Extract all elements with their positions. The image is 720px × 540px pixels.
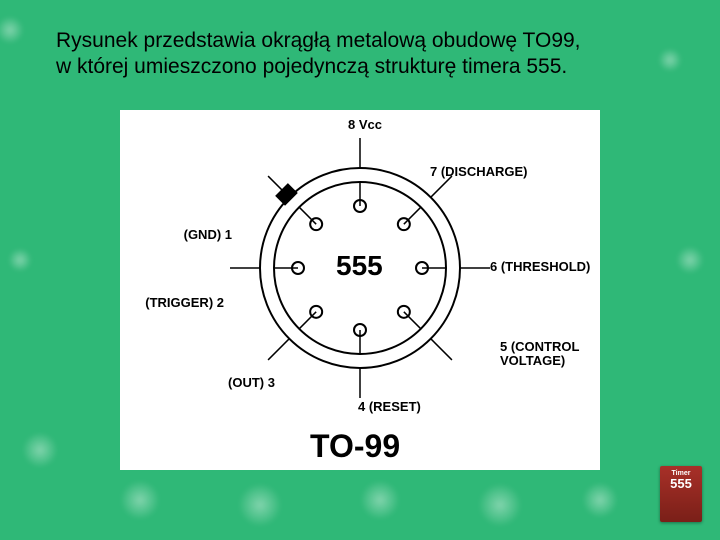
- pin-label-2: (TRIGGER) 2: [124, 296, 224, 310]
- bg-dot: [8, 248, 32, 272]
- bg-dot: [478, 483, 522, 527]
- caption-line1: Rysunek przedstawia okrągłą metalową obu…: [56, 29, 581, 52]
- package-name: TO-99: [310, 428, 400, 465]
- to99-diagram: [120, 110, 600, 470]
- bg-dot: [238, 483, 282, 527]
- book-title-num: 555: [670, 477, 692, 490]
- bg-dot: [120, 480, 160, 520]
- bg-dot: [360, 480, 400, 520]
- pin-label-3: (OUT) 3: [228, 376, 275, 390]
- pin-label-7: 7 (DISCHARGE): [430, 165, 528, 179]
- diagram-container: (GND) 1 (TRIGGER) 2 (OUT) 3 4 (RESET) 5 (CON…: [120, 110, 600, 470]
- book-thumbnail: Timer 555: [660, 466, 702, 522]
- caption-line2: w której umieszczono pojedynczą struktur…: [56, 55, 567, 78]
- bg-dot: [0, 16, 24, 44]
- pin-label-1: (GND) 1: [132, 228, 232, 242]
- pin-label-6: 6 (THRESHOLD): [490, 260, 590, 274]
- bg-dot: [22, 432, 58, 468]
- pin-label-5: 5 (CONTROLVOLTAGE): [500, 340, 579, 369]
- chip-number: 555: [336, 250, 383, 282]
- pin-label-8: 8 Vcc: [348, 118, 382, 132]
- bg-dot: [582, 482, 618, 518]
- pin-label-4: 4 (RESET): [358, 400, 421, 414]
- caption-text: Rysunek przedstawia okrągłą metalową obu…: [56, 28, 680, 81]
- bg-dot: [676, 246, 704, 274]
